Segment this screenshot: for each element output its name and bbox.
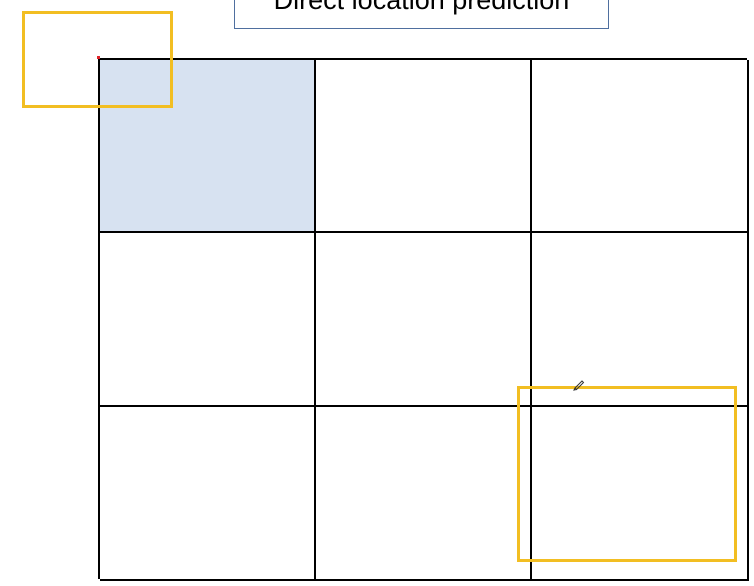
bounding-box-bottom-right <box>517 386 737 562</box>
grid-cell-r3-c1 <box>100 407 316 581</box>
grid-cell-r3-c2 <box>316 407 532 581</box>
grid-cell-r2-c2 <box>316 233 532 407</box>
grid-cell-r1-c3 <box>532 60 749 233</box>
grid-cell-r1-c2 <box>316 60 532 233</box>
bounding-box-top-left <box>22 11 173 108</box>
grid-cell-r1-c1-highlighted <box>100 60 316 233</box>
origin-marker <box>97 56 100 59</box>
title-text: Direct location prediction <box>273 0 570 15</box>
grid-cell-r2-c3 <box>532 233 749 407</box>
grid <box>98 58 749 581</box>
pen-icon <box>573 380 585 391</box>
grid-cell-r3-c3 <box>532 407 749 581</box>
grid-cell-r2-c1 <box>100 233 316 407</box>
title-box: Direct location prediction <box>234 0 609 29</box>
